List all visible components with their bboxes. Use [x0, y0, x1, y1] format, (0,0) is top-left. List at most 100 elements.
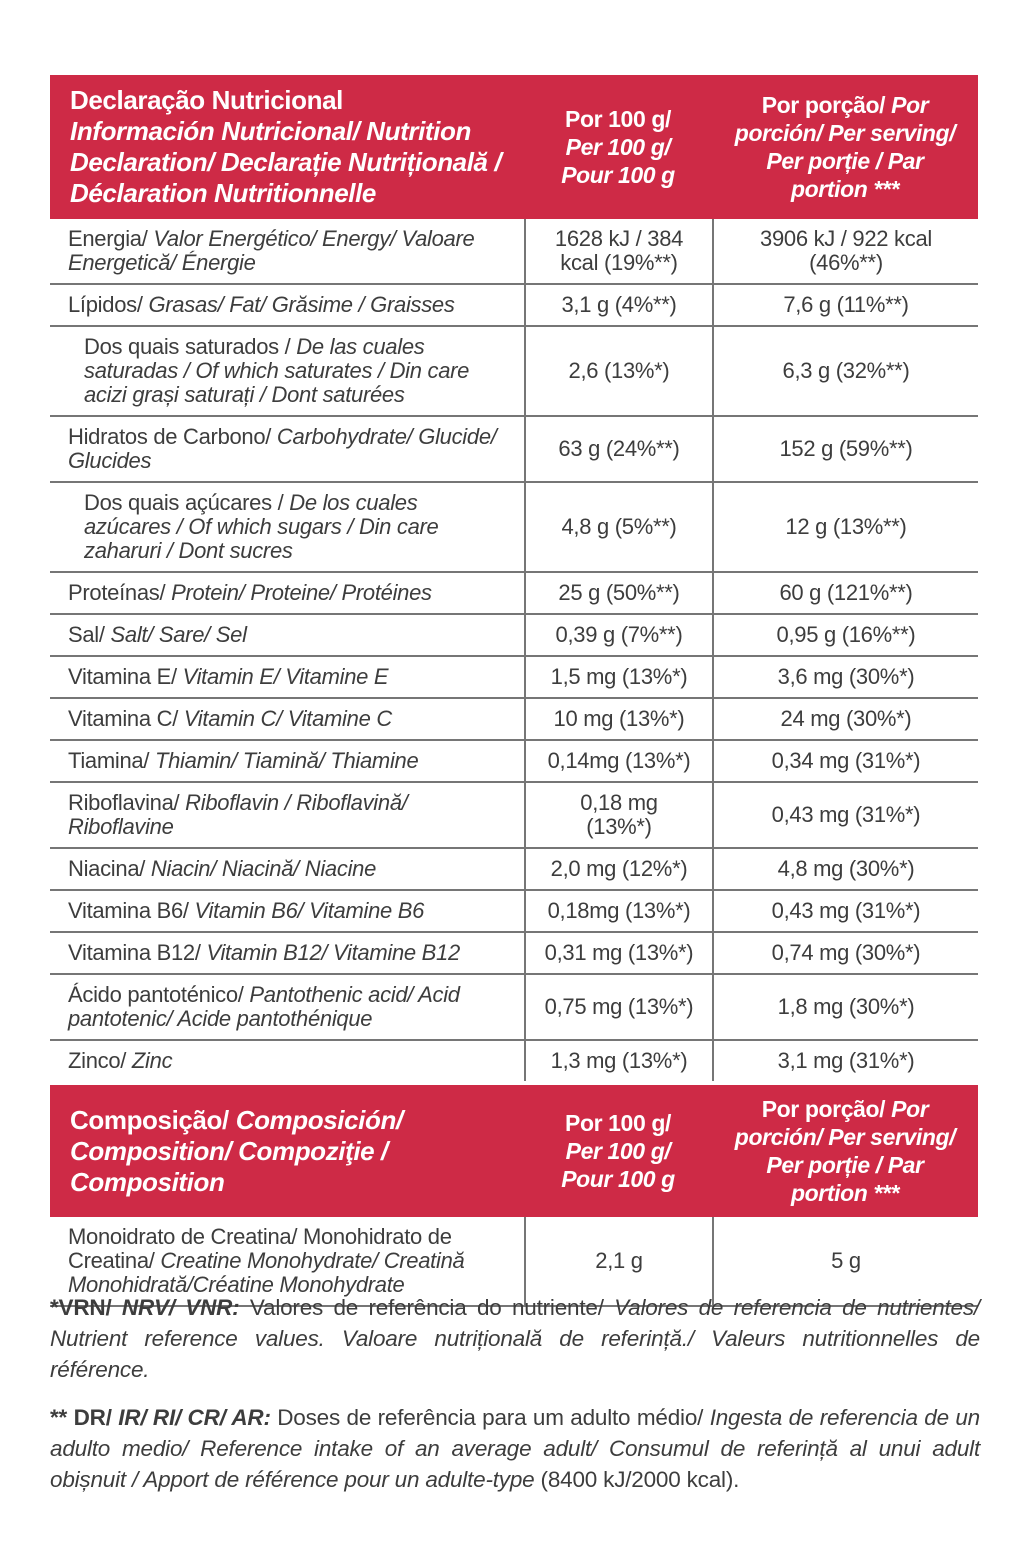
footnote-nrv-text-translations: Valores de referencia de nutrientes/ Nut…: [50, 1295, 980, 1382]
per-serving-value: 0,34 mg (31%*): [712, 741, 978, 781]
composition-header-title: Composição/ Composición/ Composition/ Co…: [50, 1095, 524, 1208]
composition-title-translations: Composición/ Composition/ Compoziţie / C…: [70, 1104, 403, 1197]
nutrient-name: Vitamina B12/ Vitamin B12/ Vitamine B12: [68, 940, 460, 965]
per-100g-portuguese: Por 100 g/: [565, 1110, 671, 1136]
per-serving-value: 12 g (13%**): [712, 483, 978, 571]
table-row: Sal/ Salt/ Sare/ Sel 0,39 g (7%**) 0,95 …: [50, 613, 978, 655]
nutrient-name: Energia/ Valor Energético/ Energy/ Valoa…: [68, 226, 475, 275]
per-serving-value: 6,3 g (32%**): [712, 327, 978, 415]
composition-header: Composição/ Composición/ Composition/ Co…: [50, 1085, 978, 1217]
per-100g-value: 4,8 g (5%**): [524, 483, 712, 571]
nutrient-name: Lípidos/ Grasas/ Fat/ Grăsime / Graisses: [68, 292, 455, 317]
per-100g-value: 0,18mg (13%*): [524, 891, 712, 931]
per-100g-value: 2,6 (13%*): [524, 327, 712, 415]
per-100g-value: 10 mg (13%*): [524, 699, 712, 739]
per-100g-value: 63 g (24%**): [524, 417, 712, 481]
per-100g-value: 0,18 mg (13%*): [524, 783, 712, 847]
nutrient-name: Vitamina B6/ Vitamin B6/ Vitamine B6: [68, 898, 425, 923]
per-100g-value: 1,3 mg (13%*): [524, 1041, 712, 1081]
per-serving-value: 4,8 mg (30%*): [712, 849, 978, 889]
table-row: Ácido pantoténico/ Pantothenic acid/ Aci…: [50, 973, 978, 1039]
per-serving-value: 3,1 mg (31%*): [712, 1041, 978, 1081]
footnote-nrv: *VRN/ NRV/ VNR: Valores de referência do…: [50, 1292, 980, 1385]
per-100g-column-header: Por 100 g/ Per 100 g/ Pour 100 g: [524, 95, 712, 199]
per-serving-value: 0,43 mg (31%*): [712, 891, 978, 931]
per-100g-value: 25 g (50%**): [524, 573, 712, 613]
per-serving-value: 3906 kJ / 922 kcal (46%**): [712, 219, 978, 283]
per-serving-value: 1,8 mg (30%*): [712, 975, 978, 1039]
nutrient-name: Hidratos de Carbono/ Carbohydrate/ Gluci…: [68, 424, 497, 473]
per-100g-portuguese: Por 100 g/: [565, 106, 671, 132]
per-100g-value: 2,0 mg (12%*): [524, 849, 712, 889]
nutrient-name: Riboflavina/ Riboflavin / Riboflavină/ R…: [68, 790, 408, 839]
table-row: Vitamina B12/ Vitamin B12/ Vitamine B12 …: [50, 931, 978, 973]
nutrient-name: Dos quais açúcares / De los cuales azúca…: [84, 490, 439, 563]
nutrient-name: Tiamina/ Thiamin/ Tiamină/ Thiamine: [68, 748, 419, 773]
per-serving-portuguese: Por porção/: [761, 1096, 892, 1122]
per-100g-value: 0,31 mg (13%*): [524, 933, 712, 973]
footnote-nrv-bold-translations: NRV/ VNR:: [121, 1295, 240, 1320]
table-row: Monoidrato de Creatina/ Monohidrato de C…: [50, 1217, 978, 1305]
per-serving-column-header: Por porção/ Por porción/ Per serving/ Pe…: [712, 81, 978, 213]
ingredient-name: Monoidrato de Creatina/ Monohidrato de C…: [68, 1224, 465, 1297]
nutrition-table-body: Energia/ Valor Energético/ Energy/ Valoa…: [50, 219, 978, 1081]
footnote-reference-intake: ** DR/ IR/ RI/ CR/ AR: Doses de referênc…: [50, 1402, 980, 1495]
per-100g-value: 2,1 g: [524, 1217, 712, 1305]
footnote-ri-bold-translations: IR/ RI/ CR/ AR:: [118, 1405, 271, 1430]
per-100g-value: 3,1 g (4%**): [524, 285, 712, 325]
nutrient-name: Niacina/ Niacin/ Niacină/ Niacine: [68, 856, 377, 881]
footnote-ri-tail: (8400 kJ/2000 kcal).: [540, 1467, 740, 1492]
table-row: Dos quais saturados / De las cuales satu…: [50, 325, 978, 415]
footnote-nrv-bold-pt: *VRN/: [50, 1295, 122, 1320]
nutrition-declaration-header: Declaração Nutricional Información Nutri…: [50, 75, 978, 219]
per-100g-translations: Per 100 g/ Pour 100 g: [561, 134, 675, 188]
table-row: Proteínas/ Protein/ Proteine/ Protéines …: [50, 571, 978, 613]
table-row: Vitamina E/ Vitamin E/ Vitamine E 1,5 mg…: [50, 655, 978, 697]
nutrient-name: Sal/ Salt/ Sare/ Sel: [68, 622, 247, 647]
table-row: Energia/ Valor Energético/ Energy/ Valoa…: [50, 219, 978, 283]
table-row: Vitamina B6/ Vitamin B6/ Vitamine B6 0,1…: [50, 889, 978, 931]
per-100g-value: 0,14mg (13%*): [524, 741, 712, 781]
table-row: Hidratos de Carbono/ Carbohydrate/ Gluci…: [50, 415, 978, 481]
nutrient-name: Vitamina C/ Vitamin C/ Vitamine C: [68, 706, 392, 731]
table-row: Riboflavina/ Riboflavin / Riboflavină/ R…: [50, 781, 978, 847]
per-serving-column-header: Por porção/ Por porción/ Per serving/ Pe…: [712, 1085, 978, 1217]
table-row: Niacina/ Niacin/ Niacină/ Niacine 2,0 mg…: [50, 847, 978, 889]
per-serving-value: 3,6 mg (30%*): [712, 657, 978, 697]
nutrition-title-portuguese: Declaração Nutricional: [70, 85, 343, 115]
per-serving-translations: Por porción/ Per serving/ Per porție / P…: [734, 92, 956, 202]
per-serving-translations: Por porción/ Per serving/ Per porție / P…: [734, 1096, 956, 1206]
nutrient-name: Proteínas/ Protein/ Proteine/ Protéines: [68, 580, 432, 605]
per-serving-value: 60 g (121%**): [712, 573, 978, 613]
table-row: Tiamina/ Thiamin/ Tiamină/ Thiamine 0,14…: [50, 739, 978, 781]
nutrition-header-title: Declaração Nutricional Información Nutri…: [50, 75, 524, 219]
nutrient-name: Dos quais saturados / De las cuales satu…: [84, 334, 470, 407]
per-serving-value: 0,95 g (16%**): [712, 615, 978, 655]
per-serving-value: 0,74 mg (30%*): [712, 933, 978, 973]
table-row: Lípidos/ Grasas/ Fat/ Grăsime / Graisses…: [50, 283, 978, 325]
footnotes: *VRN/ NRV/ VNR: Valores de referência do…: [50, 1292, 980, 1495]
per-serving-value: 24 mg (30%*): [712, 699, 978, 739]
footnote-ri-bold-pt: ** DR/: [50, 1405, 119, 1430]
per-serving-value: 152 g (59%**): [712, 417, 978, 481]
label-sheet: Declaração Nutricional Información Nutri…: [50, 75, 978, 1307]
per-100g-value: 0,75 mg (13%*): [524, 975, 712, 1039]
nutrient-name: Vitamina E/ Vitamin E/ Vitamine E: [68, 664, 389, 689]
composition-title-portuguese: Composição/: [70, 1104, 236, 1135]
per-100g-value: 1,5 mg (13%*): [524, 657, 712, 697]
per-serving-portuguese: Por porção/: [761, 92, 892, 118]
footnote-ri-text-translations: Ingesta de referencia de un adulto medio…: [50, 1405, 981, 1492]
per-serving-value: 5 g: [712, 1217, 978, 1305]
per-serving-value: 0,43 mg (31%*): [712, 783, 978, 847]
per-100g-value: 0,39 g (7%**): [524, 615, 712, 655]
footnote-ri-text-pt: Doses de referência para um adulto médio…: [270, 1405, 710, 1430]
table-row: Vitamina C/ Vitamin C/ Vitamine C 10 mg …: [50, 697, 978, 739]
footnote-nrv-text-pt: Valores de referência do nutriente/: [239, 1295, 615, 1320]
per-100g-value: 1628 kJ / 384 kcal (19%**): [524, 219, 712, 283]
nutrition-title-translations: Información Nutricional/ Nutrition Decla…: [70, 116, 502, 208]
table-row: Dos quais açúcares / De los cuales azúca…: [50, 481, 978, 571]
nutrient-name: Zinco/ Zinc: [68, 1048, 173, 1073]
table-row: Zinco/ Zinc 1,3 mg (13%*) 3,1 mg (31%*): [50, 1039, 978, 1081]
nutrient-name: Ácido pantoténico/ Pantothenic acid/ Aci…: [68, 982, 460, 1031]
